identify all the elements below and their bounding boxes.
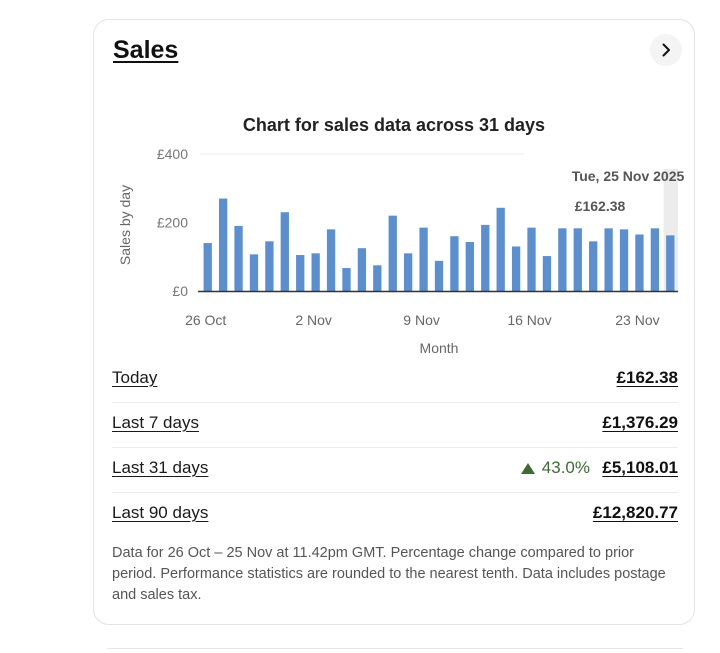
sales-bar-chart: £0 £200 £400 26 Oct 2 Nov 9 Nov 16 Nov 23 Nov Mo… [117,146,685,356]
chart-bar[interactable] [311,253,320,291]
tooltip-value: £162.38 [575,198,626,214]
chart-bar[interactable] [666,235,675,291]
y-tick-label: £200 [157,215,188,231]
chart-bar[interactable] [527,227,536,291]
x-tick-label: 2 Nov [295,312,332,328]
chart-bar[interactable] [481,224,490,291]
x-tick-label: 9 Nov [403,312,440,328]
chevron-right-icon [662,43,670,57]
chart-bar[interactable] [357,248,367,291]
summary-value-last-90-days[interactable]: £12,820.77 [592,503,678,522]
x-axis-label: Month [420,340,459,356]
summary-row-last-90-days: Last 90 days £12,820.77 [112,493,678,538]
open-sales-button[interactable] [650,34,682,66]
chart-bar[interactable] [434,260,444,291]
sales-summary: Today £162.38 Last 7 days £1,376.29 Last… [112,358,678,538]
summary-label-last-90-days[interactable]: Last 90 days [112,503,209,522]
chart-bar[interactable] [573,228,582,291]
chart-bar[interactable] [296,255,305,291]
trend-up-icon [520,462,535,474]
sales-card: Sales Chart for sales data across 31 day… [93,19,695,625]
x-tick-label: 16 Nov [507,312,551,328]
summary-value-last-31-days[interactable]: £5,108.01 [602,458,678,477]
chart-bar[interactable] [342,268,351,291]
summary-row-last-7-days: Last 7 days £1,376.29 [112,403,678,448]
chart-bar[interactable] [419,227,428,291]
chart-bar[interactable] [450,236,459,291]
chart-bar[interactable] [404,253,413,291]
x-tick-label: 23 Nov [615,312,659,328]
summary-label-last-7-days[interactable]: Last 7 days [112,413,199,432]
chart-bar[interactable] [280,212,289,291]
summary-label-today[interactable]: Today [112,368,158,387]
data-footnote: Data for 26 Oct – 25 Nov at 11.42pm GMT.… [112,545,666,603]
x-tick-label: 26 Oct [185,312,226,328]
summary-label-last-31-days[interactable]: Last 31 days [112,458,209,477]
chart-bar[interactable] [234,225,243,291]
chart-bar[interactable] [589,241,598,291]
chart-bar[interactable] [604,228,613,291]
chart-bar[interactable] [203,243,212,291]
chart-bar[interactable] [388,215,397,291]
chart-bar[interactable] [619,229,629,291]
tooltip-date: Tue, 25 Nov 2025 [572,168,685,184]
summary-row-last-31-days: Last 31 days 43.0% £5,108.01 [112,448,678,493]
divider [107,648,683,649]
y-tick-label: £400 [157,146,188,162]
summary-value-today[interactable]: £162.38 [616,368,678,387]
chart-bar[interactable] [511,246,521,291]
chart-bar[interactable] [558,228,567,291]
chart-bar[interactable] [465,242,474,291]
chart-bar[interactable] [373,265,382,291]
chart-bar[interactable] [542,256,552,291]
chart-bar[interactable] [496,207,505,291]
chart-bar[interactable] [249,254,259,291]
y-tick-label: £0 [172,283,188,299]
summary-row-today: Today £162.38 [112,358,678,403]
chart-bar[interactable] [650,228,660,291]
summary-value-last-7-days[interactable]: £1,376.29 [602,413,678,432]
sales-title[interactable]: Sales [113,36,179,64]
y-axis-label: Sales by day [117,185,133,265]
chart-bar[interactable] [218,198,228,291]
percentage-change: 43.0% [520,458,590,478]
chart-bar[interactable] [635,234,644,291]
percentage-change-value: 43.0% [541,458,590,477]
chart-bar[interactable] [265,241,274,291]
chart-title: Chart for sales data across 31 days [242,115,546,135]
chart-bar[interactable] [326,229,336,291]
